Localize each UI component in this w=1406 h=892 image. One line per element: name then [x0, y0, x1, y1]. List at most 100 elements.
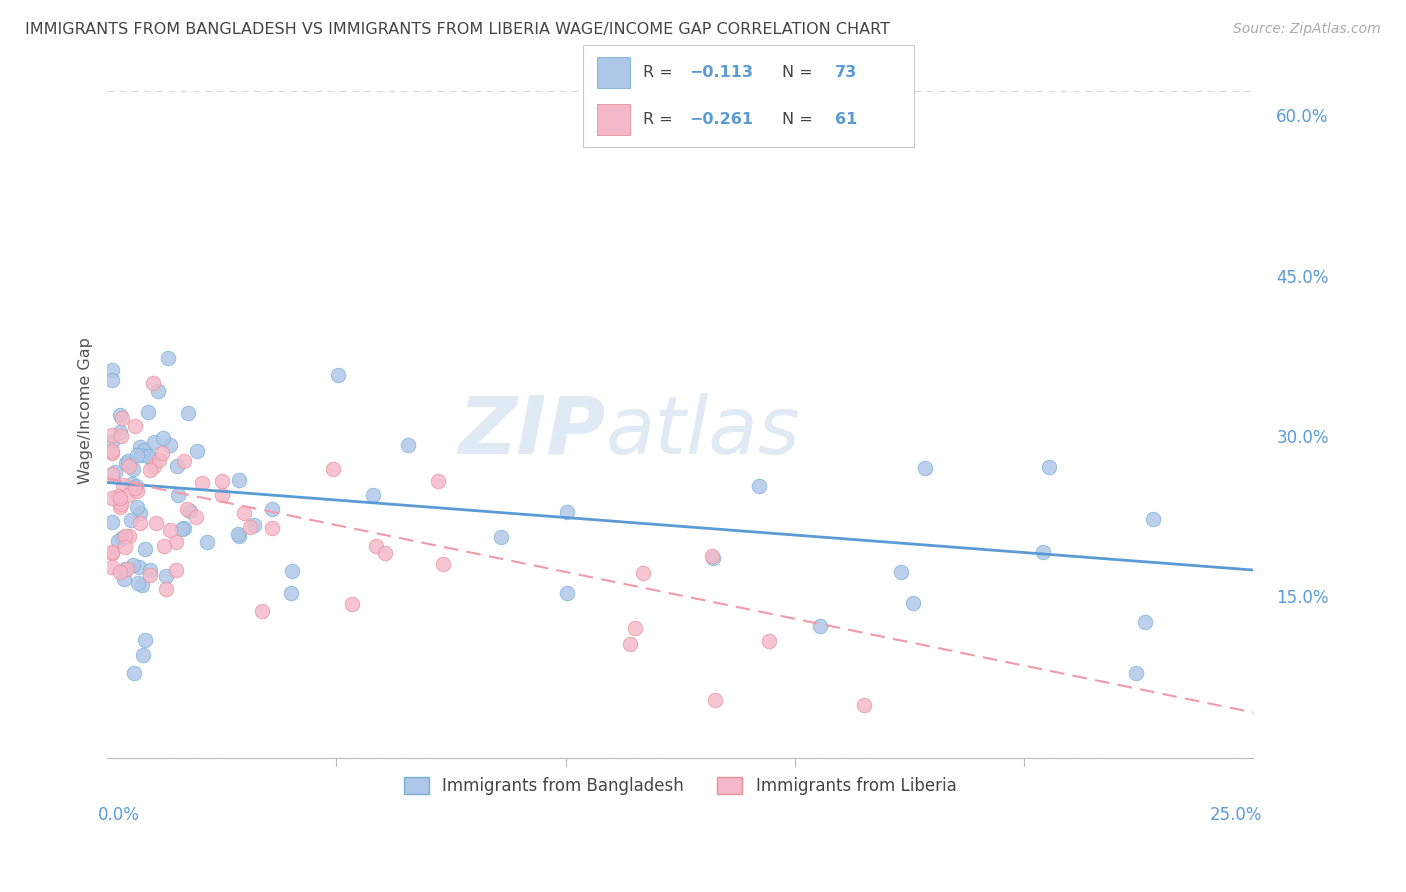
Point: [136, 449, 159, 463]
Point: [489, 530, 512, 544]
Point: [121, 462, 143, 476]
Point: [108, 425, 131, 439]
Point: [100, 515, 122, 529]
Point: [155, 568, 177, 582]
Point: [396, 438, 419, 452]
Point: [890, 565, 912, 579]
Point: [136, 405, 159, 419]
Point: [146, 384, 169, 398]
Point: [156, 351, 179, 366]
Point: [100, 363, 122, 377]
Point: [100, 435, 122, 450]
Point: [107, 533, 129, 548]
Point: [176, 501, 198, 516]
Point: [195, 534, 218, 549]
Point: [128, 560, 150, 574]
Text: Source: ZipAtlas.com: Source: ZipAtlas.com: [1233, 22, 1381, 37]
Point: [262, 502, 284, 516]
Point: [159, 523, 181, 537]
Point: [124, 419, 146, 434]
Point: [211, 475, 233, 489]
Text: N =: N =: [782, 65, 818, 79]
Point: [129, 449, 152, 463]
Point: [115, 456, 138, 470]
Point: [115, 562, 138, 576]
Text: R =: R =: [643, 112, 678, 127]
Point: [121, 558, 143, 572]
Point: [173, 521, 195, 535]
Point: [211, 488, 233, 502]
Point: [100, 545, 122, 559]
Point: [228, 529, 250, 543]
Point: [167, 488, 190, 502]
Point: [281, 564, 304, 578]
Point: [127, 576, 149, 591]
Point: [117, 454, 139, 468]
Point: [1032, 545, 1054, 559]
Point: [143, 458, 166, 473]
Text: 73: 73: [835, 65, 856, 79]
Point: [110, 428, 132, 442]
Point: [226, 526, 249, 541]
Point: [100, 467, 122, 481]
Point: [114, 529, 136, 543]
Point: [165, 563, 187, 577]
Point: [173, 454, 195, 468]
Point: [129, 506, 152, 520]
Point: [186, 443, 208, 458]
Point: [127, 483, 149, 498]
Point: [364, 539, 387, 553]
Point: [134, 442, 156, 457]
Point: [131, 578, 153, 592]
Point: [111, 410, 134, 425]
Text: IMMIGRANTS FROM BANGLADESH VS IMMIGRANTS FROM LIBERIA WAGE/INCOME GAP CORRELATIO: IMMIGRANTS FROM BANGLADESH VS IMMIGRANTS…: [25, 22, 890, 37]
Point: [100, 446, 122, 460]
Point: [631, 566, 654, 581]
Point: [243, 518, 266, 533]
Point: [107, 490, 129, 504]
Point: [129, 440, 152, 454]
Point: [361, 488, 384, 502]
Point: [624, 621, 647, 635]
Point: [128, 516, 150, 530]
Point: [100, 491, 122, 505]
Point: [228, 474, 250, 488]
Point: [748, 479, 770, 493]
Point: [110, 531, 132, 545]
Point: [100, 443, 122, 458]
Point: [142, 376, 165, 390]
Point: [132, 648, 155, 662]
Point: [142, 434, 165, 449]
Point: [373, 546, 395, 560]
Point: [153, 539, 176, 553]
Text: 0.0%: 0.0%: [98, 806, 139, 824]
Point: [139, 451, 162, 466]
Point: [104, 466, 127, 480]
Point: [155, 582, 177, 597]
Y-axis label: Wage/Income Gap: Wage/Income Gap: [79, 337, 93, 484]
Text: atlas: atlas: [606, 392, 800, 471]
Point: [138, 563, 160, 577]
Text: 25.0%: 25.0%: [1211, 806, 1263, 824]
Point: [179, 504, 201, 518]
Text: 45.0%: 45.0%: [1277, 268, 1329, 286]
Point: [138, 463, 160, 477]
Point: [152, 431, 174, 445]
Point: [555, 586, 578, 600]
Point: [702, 551, 724, 566]
Text: N =: N =: [782, 112, 818, 127]
Point: [112, 478, 135, 492]
Point: [914, 460, 936, 475]
Point: [555, 505, 578, 519]
Point: [117, 488, 139, 502]
Point: [150, 446, 173, 460]
Text: −0.113: −0.113: [689, 65, 754, 79]
Point: [326, 368, 349, 382]
Point: [108, 565, 131, 579]
Point: [122, 665, 145, 680]
Point: [134, 632, 156, 647]
Point: [322, 462, 344, 476]
Point: [100, 560, 122, 574]
Point: [114, 541, 136, 555]
Point: [901, 596, 924, 610]
